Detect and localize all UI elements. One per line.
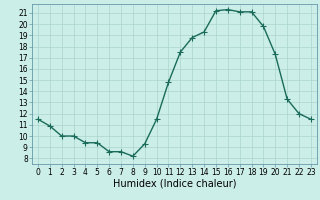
X-axis label: Humidex (Indice chaleur): Humidex (Indice chaleur)	[113, 179, 236, 189]
